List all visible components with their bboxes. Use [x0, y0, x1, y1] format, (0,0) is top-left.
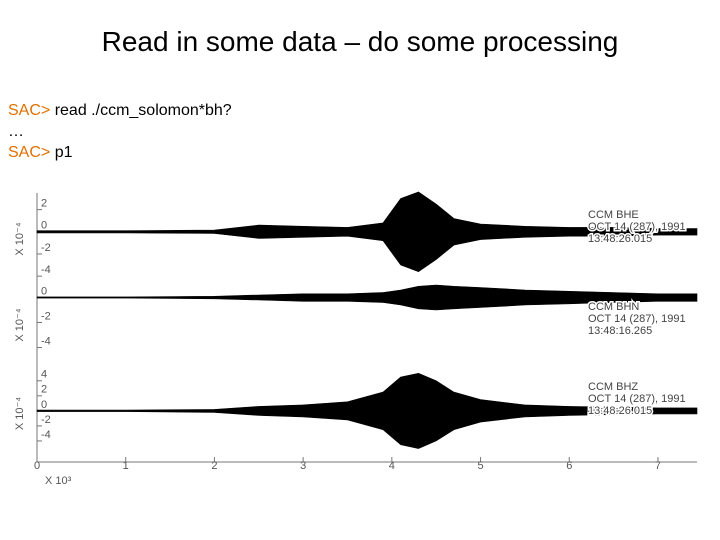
command-line: SAC> p1 — [8, 142, 232, 163]
trace-annotation: CCM BHE — [588, 209, 639, 221]
waveform — [36, 372, 698, 449]
waveform — [36, 284, 698, 311]
x-tick-label: 3 — [300, 460, 306, 472]
command-text: read ./ccm_solomon*bh? — [54, 102, 232, 119]
y-tick-label: -4 — [41, 335, 51, 347]
prompt: SAC> — [8, 144, 51, 161]
trace-annotation: CCM BHN — [588, 301, 639, 313]
waveform — [36, 191, 698, 273]
y-tick-label: 4 — [41, 369, 47, 381]
y-tick-label: 2 — [41, 384, 47, 396]
command-list: SAC> read ./ccm_solomon*bh? … SAC> p1 — [8, 100, 232, 163]
y-tick-label: -2 — [41, 414, 51, 426]
trace-annotation: 13:48:26.015 — [588, 233, 652, 245]
y-axis-label: X 10⁻⁴ — [14, 308, 26, 341]
x-tick-label: 4 — [389, 460, 395, 472]
trace-annotation: OCT 14 (287), 1991 — [588, 313, 686, 325]
command-line: SAC> read ./ccm_solomon*bh? — [8, 100, 232, 121]
x-tick-label: 7 — [655, 460, 661, 472]
trace-annotation: 13:48:16.265 — [588, 325, 652, 337]
y-axis-label: X 10⁻⁴ — [14, 397, 26, 430]
x-tick-label: 5 — [477, 460, 483, 472]
x-tick-label: 1 — [123, 460, 129, 472]
y-tick-label: -4 — [41, 429, 51, 441]
x-axis-label: X 10³ — [45, 475, 72, 487]
trace-annotation: CCM BHZ — [588, 381, 638, 393]
y-tick-label: 0 — [41, 220, 47, 232]
y-axis-label: X 10⁻⁴ — [14, 222, 26, 255]
y-tick-label: -4 — [41, 264, 51, 276]
command-text: … — [8, 123, 24, 140]
y-tick-label: 2 — [41, 198, 47, 210]
trace-annotation: OCT 14 (287), 1991 — [588, 393, 686, 405]
x-tick-label: 6 — [566, 460, 572, 472]
y-tick-label: 0 — [41, 399, 47, 411]
y-tick-label: 0 — [41, 285, 47, 297]
trace-annotation: 13:48:26.015 — [588, 405, 652, 417]
x-tick-label: 2 — [211, 460, 217, 472]
prompt: SAC> — [8, 102, 51, 119]
x-tick-label: 0 — [34, 460, 40, 472]
slide-title: Read in some data – do some processing — [101, 26, 619, 57]
y-tick-label: -2 — [41, 310, 51, 322]
trace-annotation: OCT 14 (287), 1991 — [588, 221, 686, 233]
command-line: … — [8, 121, 232, 142]
command-text: p1 — [54, 144, 73, 161]
y-tick-label: -2 — [41, 242, 51, 254]
